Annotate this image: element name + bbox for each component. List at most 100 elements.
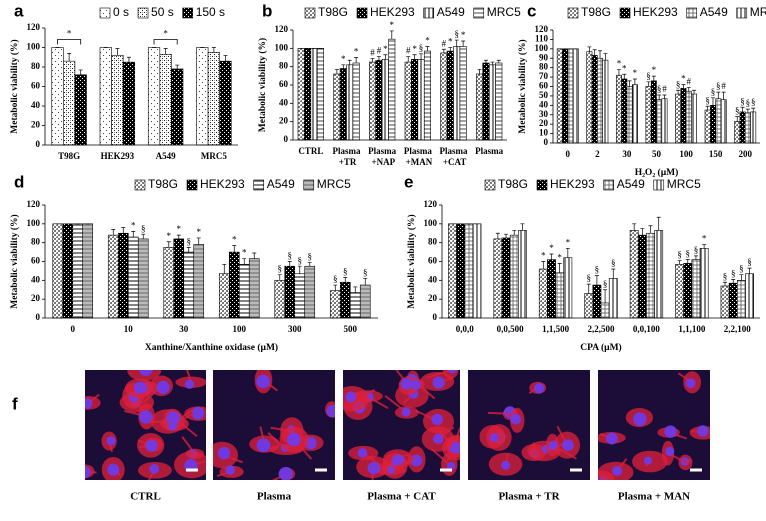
bar — [99, 47, 112, 146]
error-bar — [627, 80, 632, 87]
x-tick-label: Plasma +NAP — [368, 146, 396, 167]
legend-label: HEK293 — [200, 177, 245, 191]
significance-mark: * — [354, 47, 359, 57]
error-bar — [389, 30, 394, 40]
x-tick-label: Plasma +TR — [333, 146, 361, 167]
error-bar — [477, 69, 482, 74]
significance-mark: * — [383, 44, 388, 54]
error-bar — [705, 105, 710, 111]
image-caption: Plasma + CAT — [367, 491, 436, 503]
significance-mark: § — [686, 249, 691, 259]
y-tick-label: 80 — [31, 61, 41, 71]
bar — [591, 55, 598, 144]
legend-swatch — [686, 7, 698, 19]
nucleus — [191, 406, 205, 420]
y-tick-label: 120 — [27, 22, 41, 32]
bar — [656, 99, 663, 144]
legend-label: T98G — [581, 5, 611, 19]
error-bar — [739, 274, 744, 281]
significance-mark: * — [390, 20, 395, 30]
bar — [218, 273, 230, 319]
significance-mark: § — [746, 98, 751, 108]
error-bar — [681, 84, 686, 89]
error-bar — [512, 230, 517, 236]
bar — [685, 90, 692, 144]
significance-mark: § — [740, 96, 745, 106]
y-tick-label: 120 — [535, 24, 549, 34]
y-tick-label: 40 — [279, 97, 289, 107]
nucleus — [411, 379, 422, 390]
bar — [509, 234, 519, 319]
x-tick-label: 0,0,500 — [497, 324, 525, 334]
bar — [654, 230, 664, 319]
significance-mark: * — [67, 29, 72, 39]
bar — [304, 265, 316, 319]
legend-swatch — [303, 179, 315, 191]
bar — [448, 223, 457, 319]
legend-label: A549 — [700, 5, 728, 19]
error-bar — [176, 234, 181, 239]
bar — [680, 88, 687, 144]
error-bar — [163, 48, 168, 55]
error-bar — [441, 48, 446, 53]
bar — [171, 68, 184, 146]
significance-mark: § — [278, 264, 283, 274]
legend-swatch — [736, 7, 748, 19]
bar — [464, 223, 474, 319]
bar — [228, 251, 240, 319]
error-bar — [731, 279, 736, 284]
error-bar — [692, 89, 697, 95]
nucleus — [145, 439, 158, 452]
x-tick-label: 100 — [679, 149, 693, 159]
y-tick-label: 0 — [433, 312, 438, 322]
cell-process — [143, 370, 147, 372]
error-bar — [406, 56, 411, 63]
legend-swatch — [423, 7, 435, 19]
image-caption: Plasma — [257, 491, 292, 503]
bar — [369, 61, 377, 141]
bar — [739, 111, 746, 144]
significance-mark: § — [694, 245, 699, 255]
x-tick-label: Plasma — [475, 146, 503, 156]
image-background — [468, 370, 590, 480]
y-tick-label: 20 — [31, 120, 41, 130]
nucleus — [510, 413, 522, 425]
bar — [608, 278, 618, 319]
legend-label: 50 s — [151, 5, 174, 19]
nucleus — [287, 432, 301, 447]
error-bar — [598, 50, 603, 59]
significance-mark: § — [603, 279, 608, 289]
legend-swatch — [473, 7, 485, 19]
error-bar — [651, 75, 656, 81]
significance-mark: § — [731, 268, 736, 278]
x-tick-label: 0 — [566, 149, 571, 159]
error-bar — [686, 87, 691, 92]
bar — [72, 223, 84, 319]
bracket — [57, 39, 82, 45]
x-tick-label: A549 — [156, 151, 176, 161]
bar — [446, 50, 454, 141]
bracket — [153, 39, 178, 45]
error-bar — [333, 284, 338, 291]
bar — [375, 59, 383, 141]
error-bar — [196, 237, 201, 245]
y-tick-label: 40 — [31, 274, 41, 284]
bar — [440, 52, 448, 141]
legend-swatch — [619, 7, 631, 19]
bar — [294, 273, 306, 319]
bar — [297, 48, 305, 141]
bar — [734, 121, 741, 144]
bar — [710, 105, 716, 144]
bar — [482, 62, 490, 141]
bar — [501, 237, 511, 319]
y-tick-label: 100 — [27, 218, 41, 228]
nucleus — [225, 465, 236, 475]
x-tick-label: 500 — [344, 324, 358, 334]
error-bar — [495, 232, 500, 239]
x-tick-label: 2,2,100 — [724, 324, 752, 334]
x-tick-label: 10 — [124, 324, 134, 334]
y-tick-label: 90 — [539, 52, 549, 62]
nucleus — [156, 380, 170, 395]
y-tick-label: 120 — [424, 199, 438, 209]
micrograph — [343, 370, 460, 480]
